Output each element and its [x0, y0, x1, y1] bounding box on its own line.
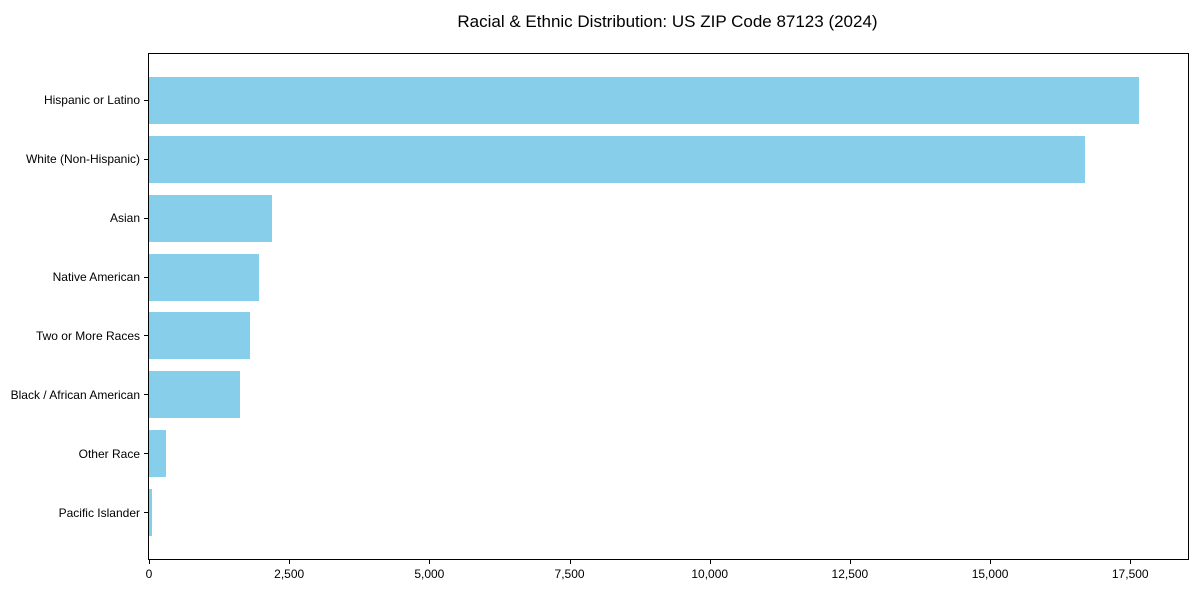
y-tick-label: Other Race: [78, 446, 140, 461]
x-tick-label: 12,500: [831, 567, 869, 581]
x-tick-label: 10,000: [691, 567, 729, 581]
x-tick-mark: [289, 560, 291, 564]
bar: [149, 488, 152, 537]
bar: [149, 430, 166, 478]
y-tick-mark: [144, 512, 148, 513]
bar: [149, 253, 260, 301]
y-tick-label: Two or More Races: [35, 328, 140, 343]
x-tick-mark: [569, 560, 571, 564]
x-tick-mark: [849, 560, 851, 564]
x-tick-label: 15,000: [971, 567, 1009, 581]
y-tick-mark: [144, 453, 148, 455]
bar: [149, 135, 1086, 183]
x-tick-label: 5,000: [414, 567, 445, 581]
y-tick-mark: [144, 158, 148, 160]
y-tick-mark: [144, 99, 148, 101]
bar: [149, 194, 272, 242]
y-tick-mark: [144, 335, 148, 337]
y-tick-label: Black / African American: [10, 387, 140, 402]
x-tick-label: 7,500: [554, 567, 585, 581]
x-tick-label: 2,500: [274, 567, 305, 581]
x-tick-mark: [990, 560, 992, 564]
chart-title: Racial & Ethnic Distribution: US ZIP Cod…: [457, 12, 878, 31]
y-tick-label: Hispanic or Latino: [43, 93, 140, 108]
x-tick-mark: [429, 560, 431, 564]
x-tick-mark: [709, 560, 711, 564]
y-tick-mark: [144, 276, 148, 278]
y-tick-mark: [144, 394, 148, 396]
x-tick-mark: [149, 560, 150, 564]
y-tick-label: Pacific Islander: [58, 505, 140, 520]
x-tick-label: 17,500: [1111, 567, 1149, 581]
bar: [149, 312, 250, 360]
plot-area: Hispanic or Latino White (Non-Hispanic) As…: [11, 53, 1189, 581]
x-tick-mark: [1130, 560, 1132, 564]
y-tick-label: Asian: [109, 211, 140, 226]
y-tick-mark: [144, 217, 148, 219]
y-tick-label: Native American: [52, 270, 140, 285]
y-tick-label: White (Non-Hispanic): [25, 152, 140, 167]
bar: [149, 76, 1139, 125]
x-tick-label: 0: [145, 567, 153, 581]
bar: [149, 371, 241, 419]
